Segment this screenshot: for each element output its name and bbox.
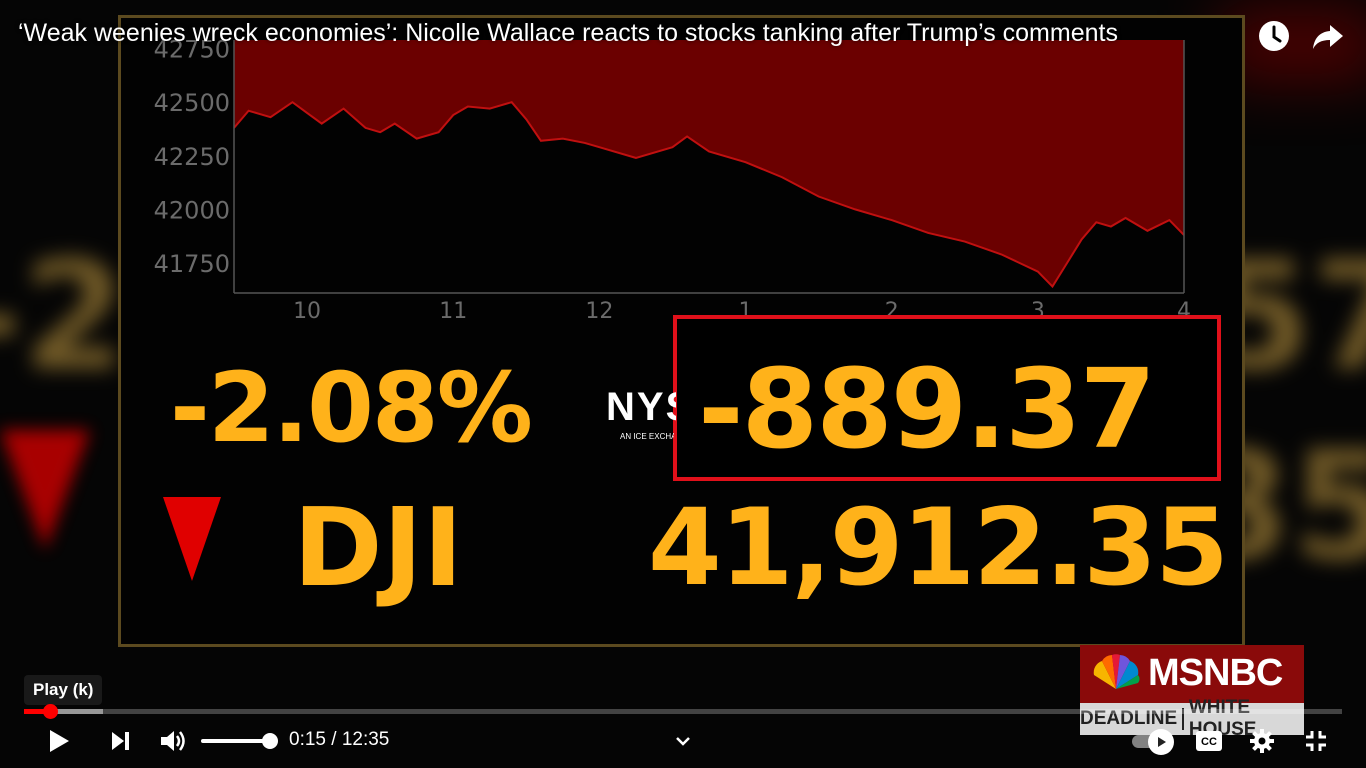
settings-icon — [1250, 729, 1274, 753]
captions-button[interactable]: CC — [1192, 725, 1226, 757]
percent-change: -2.08% — [170, 352, 533, 464]
chart-area-fill — [234, 40, 1184, 287]
x-tick-label: 12 — [585, 299, 613, 324]
progress-buffer — [24, 709, 104, 714]
play-button[interactable] — [42, 725, 76, 757]
video-title[interactable]: ‘Weak weenies wreck economies’: Nicolle … — [18, 19, 1118, 47]
highlight-box — [673, 315, 1221, 481]
svg-text:CC: CC — [1201, 736, 1217, 748]
share-icon[interactable] — [1310, 18, 1346, 54]
y-tick-label: 42000 — [154, 196, 230, 224]
msnbc-bug: MSNBC DEADLINE WHITE HOUSE — [1080, 645, 1304, 740]
play-icon — [50, 730, 69, 752]
index-level: 41,912.35 — [648, 486, 1229, 609]
index-name: DJI — [293, 486, 464, 611]
watch-later-icon[interactable] — [1256, 18, 1292, 54]
settings-button[interactable] — [1245, 725, 1279, 757]
show-name-part1: DEADLINE — [1080, 708, 1178, 729]
captions-icon: CC — [1196, 731, 1222, 751]
next-icon — [112, 732, 129, 750]
y-tick-label: 42750 — [154, 36, 230, 64]
y-tick-label: 41750 — [154, 250, 230, 278]
chevron-down-icon — [676, 737, 690, 746]
volume-slider[interactable] — [201, 739, 271, 743]
scrubber-handle[interactable] — [43, 704, 59, 719]
peacock-icon — [1093, 654, 1140, 689]
network-name: MSNBC — [1148, 651, 1283, 694]
x-tick-label: 10 — [293, 299, 321, 324]
exit-fullscreen-icon — [1306, 731, 1326, 751]
autoplay-icon[interactable] — [1148, 729, 1174, 755]
y-tick-label: 42500 — [154, 89, 230, 117]
background-blur-text: -2 — [0, 230, 127, 404]
show-name-divider — [1182, 708, 1184, 730]
x-tick-label: 11 — [439, 299, 467, 324]
chart-line — [233, 100, 1185, 289]
mute-button[interactable] — [156, 725, 190, 757]
progress-played — [24, 709, 51, 714]
point-change: -889.37 — [698, 345, 1156, 473]
next-button[interactable] — [104, 725, 136, 757]
down-arrow-icon — [163, 497, 221, 581]
exit-fullscreen-button[interactable] — [1299, 725, 1333, 757]
play-tooltip: Play (k) — [24, 675, 103, 705]
background-blur-triangle — [0, 430, 90, 550]
chapters-button[interactable] — [670, 725, 696, 757]
y-tick-label: 42250 — [154, 143, 230, 171]
nyse-tagline: AN ICE EXCHANGE — [620, 432, 694, 441]
time-display: 0:15 / 12:35 — [289, 729, 390, 750]
volume-icon — [161, 731, 185, 751]
volume-handle[interactable] — [262, 733, 278, 749]
show-name-bar: DEADLINE WHITE HOUSE — [1080, 697, 1304, 740]
progress-bar[interactable] — [24, 704, 1342, 719]
